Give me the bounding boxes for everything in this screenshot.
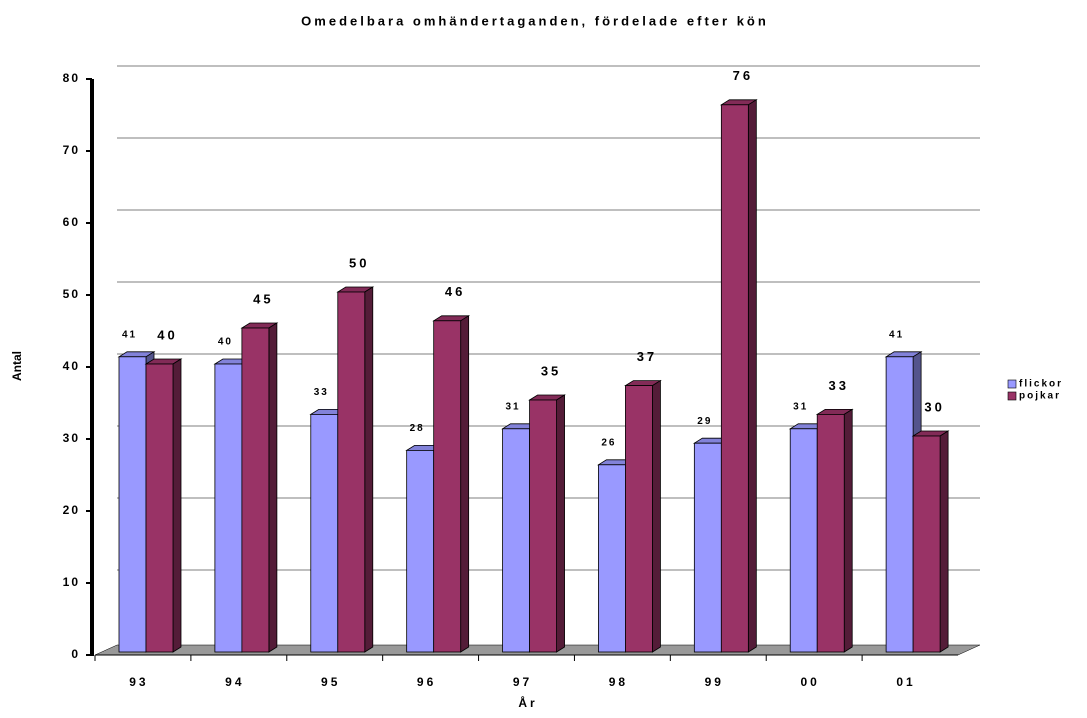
x-tick-label: 97 <box>513 675 532 689</box>
data-label: 33 <box>314 387 329 398</box>
y-tick-label: 70 <box>63 143 80 157</box>
bar <box>816 413 845 653</box>
bar-side <box>556 394 565 653</box>
legend-label: flickor <box>1019 379 1063 390</box>
legend-swatch <box>1007 379 1017 389</box>
bar <box>502 428 530 653</box>
bar <box>885 356 914 653</box>
y-tick-label: 0 <box>71 647 80 661</box>
y-tick-label: 80 <box>63 71 80 85</box>
bar-side <box>172 358 182 653</box>
data-label: 40 <box>218 337 233 348</box>
x-tick-label: 99 <box>705 675 724 689</box>
bar-side <box>747 99 757 653</box>
bar <box>789 428 818 653</box>
bar <box>337 291 366 653</box>
data-label: 50 <box>349 255 369 270</box>
bar-side <box>652 379 661 653</box>
bar <box>241 327 270 653</box>
data-label: 76 <box>733 68 753 83</box>
x-tick-label: 94 <box>225 675 244 689</box>
x-tick-label: 98 <box>609 675 628 689</box>
bar <box>720 104 749 653</box>
bar <box>145 363 174 653</box>
bar <box>912 435 941 653</box>
x-tick-label: 93 <box>129 675 148 689</box>
data-label: 33 <box>828 378 848 393</box>
x-tick-label: 95 <box>321 675 340 689</box>
data-label: 40 <box>157 327 177 342</box>
bar <box>433 320 462 653</box>
bar <box>214 363 243 653</box>
bar-side <box>843 408 853 653</box>
data-label: 41 <box>122 329 137 340</box>
bar <box>598 464 626 653</box>
y-tick-label: 20 <box>63 503 80 517</box>
y-axis-label: Antal <box>10 351 24 381</box>
bar-side <box>939 430 949 653</box>
data-label: 46 <box>445 284 465 299</box>
data-label: 31 <box>793 401 808 412</box>
bar <box>118 356 147 653</box>
data-label: 35 <box>541 363 561 378</box>
data-label: 29 <box>697 416 712 427</box>
data-label: 28 <box>410 423 425 434</box>
data-label: 30 <box>924 399 944 414</box>
bar-side <box>268 322 278 653</box>
bar <box>625 385 653 653</box>
y-tick-label: 60 <box>63 215 80 229</box>
y-tick-label: 30 <box>63 431 80 445</box>
data-label: 37 <box>637 349 657 364</box>
legend-label: pojkar <box>1019 391 1061 402</box>
chart-title: Omedelbara omhändertaganden, fördelade e… <box>301 13 769 28</box>
legend-swatch <box>1007 391 1017 401</box>
data-label: 45 <box>253 291 273 306</box>
x-tick-label: 00 <box>800 675 819 689</box>
bar-side <box>364 286 374 653</box>
bar <box>406 449 435 653</box>
y-tick-label: 40 <box>63 359 80 373</box>
bar <box>310 413 339 653</box>
bar <box>529 399 557 653</box>
bar <box>693 442 722 653</box>
data-label: 41 <box>889 329 904 340</box>
data-label: 26 <box>601 437 616 448</box>
legend-box <box>1003 373 1083 399</box>
data-label: 31 <box>505 401 520 412</box>
x-tick-label: 96 <box>417 675 436 689</box>
y-tick-label: 50 <box>63 287 80 301</box>
bar-side <box>460 315 470 653</box>
x-tick-label: 01 <box>896 675 915 689</box>
x-axis-label: År <box>518 695 537 710</box>
y-tick-label: 10 <box>63 575 80 589</box>
